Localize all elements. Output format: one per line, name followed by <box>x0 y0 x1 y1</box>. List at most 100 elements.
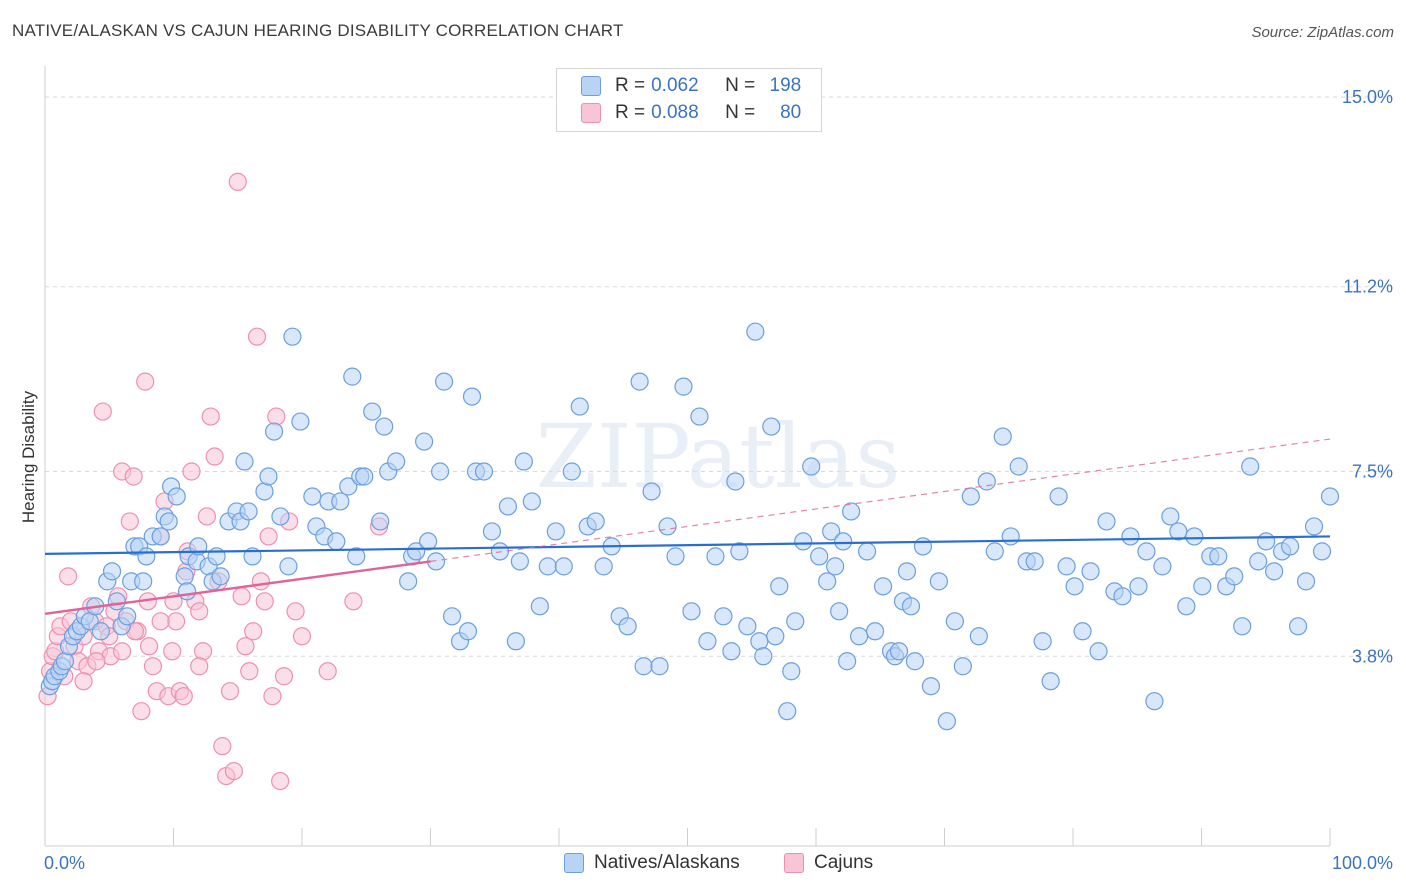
y-tick-label: 11.2% <box>1343 277 1393 297</box>
legend-n-value: 198 <box>769 75 802 96</box>
data-point <box>889 642 909 661</box>
data-point <box>546 522 565 541</box>
data-point <box>770 577 789 596</box>
data-point <box>1073 622 1092 641</box>
data-point <box>838 652 857 671</box>
data-point <box>177 582 197 601</box>
data-point <box>462 387 482 406</box>
data-point <box>562 462 581 481</box>
data-point <box>802 457 821 476</box>
data-point <box>754 647 773 666</box>
data-point <box>778 702 797 721</box>
data-point <box>849 627 869 646</box>
data-point <box>722 642 741 661</box>
data-point <box>538 557 557 576</box>
y-tick-label: 3.8% <box>1352 646 1393 666</box>
data-point <box>522 492 541 511</box>
legend-n-label: N = <box>725 102 756 123</box>
data-point <box>399 572 418 591</box>
data-point <box>822 522 841 541</box>
data-point <box>474 462 494 481</box>
data-point <box>1265 562 1284 581</box>
legend-r-label: R = <box>615 75 646 96</box>
data-point <box>232 587 251 606</box>
data-point <box>570 397 589 416</box>
chart-title: NATIVE/ALASKAN VS CAJUN HEARING DISABILI… <box>12 21 624 40</box>
data-point <box>347 547 366 566</box>
legend-item-natives[interactable]: Natives/Alaskans <box>564 852 740 874</box>
data-point <box>1009 457 1028 476</box>
data-point <box>977 472 996 491</box>
data-point <box>1185 527 1204 546</box>
data-point <box>271 507 290 526</box>
data-point <box>442 607 462 626</box>
data-point <box>506 632 526 651</box>
data-point <box>211 567 230 586</box>
axes <box>44 66 1331 847</box>
data-point <box>415 432 434 451</box>
data-point <box>291 412 310 431</box>
data-point <box>1312 542 1332 561</box>
data-point <box>762 417 781 436</box>
data-point <box>1081 562 1100 581</box>
data-point <box>698 632 717 651</box>
data-point <box>375 417 394 436</box>
data-point <box>151 527 170 546</box>
data-point <box>794 532 813 551</box>
legend-swatch-blue <box>581 76 601 96</box>
data-point <box>251 572 270 591</box>
grid-lines <box>45 96 1392 657</box>
data-point <box>166 612 186 631</box>
x-tick-labels: 0.0% 100.0% <box>44 853 1393 873</box>
data-point <box>726 472 745 491</box>
data-point <box>193 642 213 661</box>
data-point <box>174 687 193 706</box>
data-point <box>201 407 220 426</box>
data-point <box>857 542 877 561</box>
legend-r-value: 0.062 <box>651 75 699 96</box>
series-natives-alaskans <box>40 322 1340 731</box>
data-point <box>865 622 885 641</box>
data-point <box>730 542 749 561</box>
data-point <box>1065 577 1084 596</box>
data-point <box>953 657 972 676</box>
data-point <box>1209 547 1228 566</box>
data-point <box>1097 512 1116 531</box>
data-point <box>59 567 78 586</box>
data-point <box>235 452 254 471</box>
data-point <box>1049 487 1068 506</box>
legend-label-cajuns: Cajuns <box>814 852 874 873</box>
data-point <box>1041 672 1060 691</box>
data-point <box>74 672 93 691</box>
data-point <box>714 607 733 626</box>
data-point <box>766 627 785 646</box>
data-point <box>363 402 382 421</box>
legend-label-natives: Natives/Alaskans <box>594 852 740 873</box>
data-point <box>1233 617 1252 636</box>
data-point <box>55 652 75 671</box>
legend-item-cajuns[interactable]: Cajuns <box>784 852 873 874</box>
data-point <box>430 462 450 481</box>
trend-lines <box>44 438 1331 615</box>
y-tick-labels: 3.8% 7.5% 11.2% 15.0% <box>1342 87 1393 666</box>
data-point <box>929 572 949 591</box>
data-point <box>913 537 933 556</box>
data-point <box>530 597 549 616</box>
data-point <box>961 487 980 506</box>
data-point <box>666 547 685 566</box>
data-point <box>224 761 243 781</box>
data-point <box>419 532 438 551</box>
trend-extension-cajuns <box>430 438 1331 562</box>
trend-line-cajuns <box>44 560 431 615</box>
data-point <box>706 547 725 566</box>
data-point <box>510 552 529 571</box>
data-point <box>264 422 284 441</box>
data-point <box>197 507 217 526</box>
legend-swatch-pink <box>784 853 804 873</box>
data-point <box>750 632 769 651</box>
data-point <box>205 447 224 466</box>
chart-source: Source: ZipAtlas.com <box>1251 24 1394 41</box>
data-point <box>139 637 159 656</box>
legend-r-label: R = <box>615 102 646 123</box>
data-point <box>873 577 893 596</box>
